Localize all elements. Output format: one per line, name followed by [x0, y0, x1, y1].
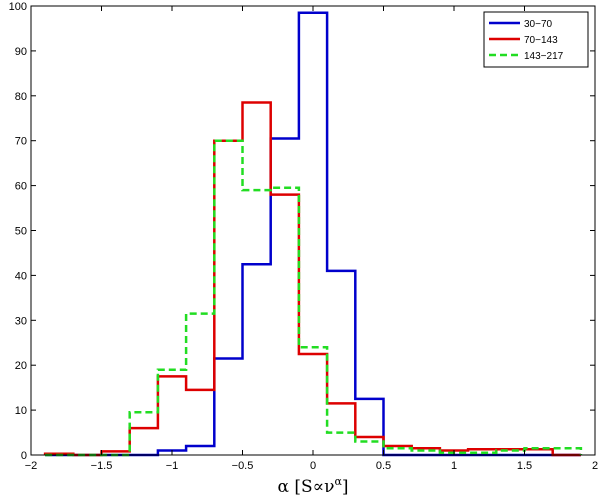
y-tick-label: 70 [15, 136, 27, 148]
x-axis-label: α [S∝να] [277, 475, 348, 497]
x-tick-label: −1.5 [91, 460, 113, 472]
x-axis-label-close: ] [342, 477, 349, 497]
x-tick-label: 2 [592, 460, 598, 472]
legend: 30−70 70−143 143−217 [483, 11, 589, 68]
y-tick-label: 50 [15, 226, 27, 238]
legend-label-2: 70−143 [524, 35, 558, 46]
y-tick-label: 40 [15, 270, 27, 282]
y-tick-label: 20 [15, 360, 27, 372]
x-tick-label: 0 [310, 460, 316, 472]
x-tick-label: 1.5 [517, 460, 532, 472]
y-tick-label: 0 [21, 450, 27, 462]
x-axis-label-base: α [S∝ν [277, 477, 334, 497]
legend-label-1: 30−70 [524, 19, 553, 30]
x-tick-label: −2 [25, 460, 38, 472]
legend-label-3: 143−217 [524, 51, 564, 62]
y-tick-label: 10 [15, 405, 27, 417]
x-tick-label: −0.5 [232, 460, 254, 472]
x-tick-label: 1 [451, 460, 457, 472]
axis-ticks: −2 −1.5 −1 −0.5 0 0.5 1 1.5 20102030405060708090… [9, 1, 598, 472]
y-tick-label: 80 [15, 91, 27, 103]
x-tick-label: −1 [166, 460, 179, 472]
series-line-3 [45, 139, 583, 457]
y-tick-label: 100 [9, 1, 27, 13]
y-tick-label: 60 [15, 181, 27, 193]
y-tick-label: 30 [15, 315, 27, 327]
y-tick-label: 90 [15, 46, 27, 58]
x-axis-label-superscript: α [334, 475, 342, 488]
x-tick-label: 0.5 [376, 460, 391, 472]
